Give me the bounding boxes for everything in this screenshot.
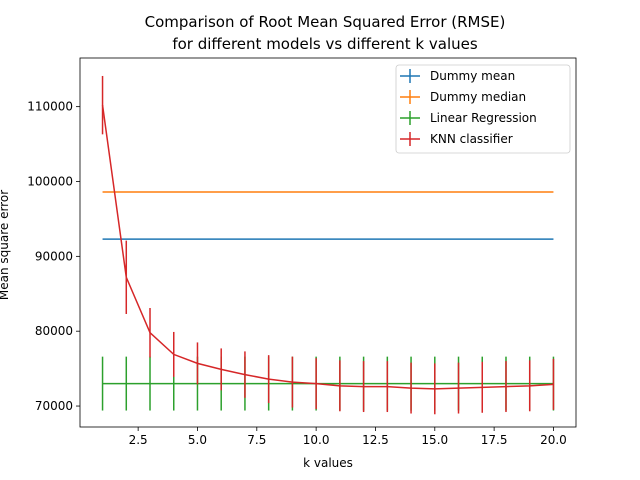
axes-frame: [79, 57, 577, 428]
y-tick-label: 90000: [35, 249, 73, 263]
y-axis-label: Mean square error: [0, 190, 11, 300]
x-tick-label: 17.5: [481, 433, 508, 447]
x-tick-label: 5.0: [188, 433, 207, 447]
chart-title-line-2: for different models vs different k valu…: [172, 35, 478, 53]
legend: Dummy mean Dummy median Linear Regression K…: [395, 64, 571, 154]
series-line-knn-classifier: [101, 105, 554, 390]
legend-label-dummy-median: Dummy median: [430, 90, 526, 104]
legend-label-knn-classifier: KNN classifier: [430, 132, 513, 146]
x-tick-label: 20.0: [540, 433, 567, 447]
y-tick-label: 110000: [27, 100, 73, 114]
y-tick-label: 80000: [35, 324, 73, 338]
legend-box: [395, 64, 571, 154]
legend-label-linear-regression: Linear Regression: [430, 111, 537, 125]
plot-area: 2.5 5.0 7.5 10.0 12.5 15.0 17.5 20.0 70000 80000 9…: [27, 57, 577, 447]
x-tick-label: 2.5: [129, 433, 148, 447]
x-axis-label: k values: [303, 456, 353, 470]
series-knn-classifier: [101, 75, 555, 415]
x-tick-label: 12.5: [362, 433, 389, 447]
x-tick-label: 10.0: [303, 433, 330, 447]
y-tick-label: 70000: [35, 399, 73, 413]
y-tick-label: 100000: [27, 174, 73, 188]
x-tick-label: 7.5: [247, 433, 266, 447]
chart-title-line-1: Comparison of Root Mean Squared Error (R…: [145, 13, 506, 31]
x-tick-label: 15.0: [421, 433, 448, 447]
legend-label-dummy-mean: Dummy mean: [430, 69, 515, 83]
series-linear-regression: [101, 356, 555, 411]
